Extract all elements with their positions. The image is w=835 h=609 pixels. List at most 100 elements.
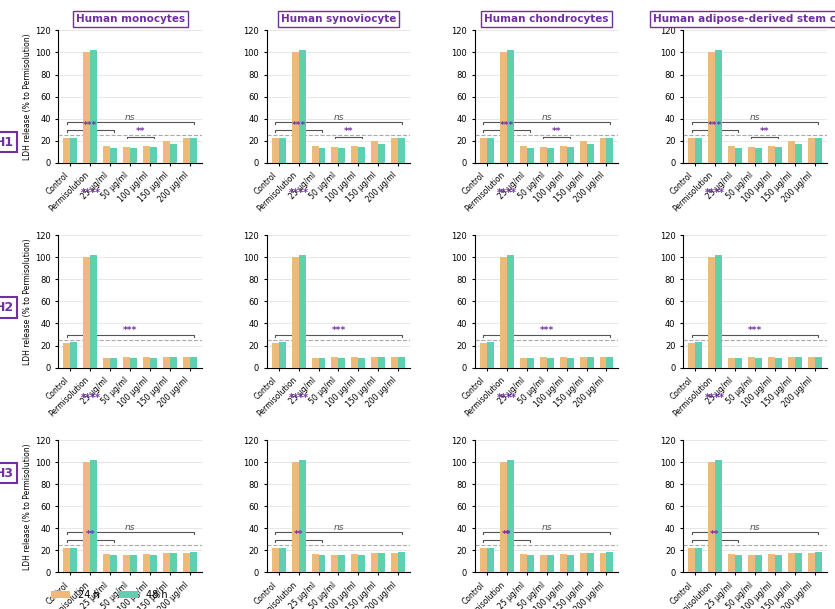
- Bar: [291, 52, 299, 163]
- Bar: [163, 356, 170, 368]
- Bar: [487, 342, 493, 368]
- Y-axis label: LDH release (% to Permisolution): LDH release (% to Permisolution): [23, 238, 33, 365]
- Bar: [547, 149, 554, 163]
- Bar: [110, 555, 117, 572]
- Bar: [688, 548, 695, 572]
- Bar: [519, 146, 527, 163]
- Bar: [715, 460, 722, 572]
- Bar: [787, 552, 795, 572]
- Bar: [338, 555, 346, 572]
- Bar: [775, 555, 782, 572]
- Bar: [735, 357, 741, 368]
- Bar: [695, 138, 702, 163]
- Bar: [748, 555, 755, 572]
- Bar: [352, 554, 358, 572]
- Bar: [559, 554, 567, 572]
- Text: ****: ****: [705, 188, 725, 198]
- Text: ***: ***: [539, 325, 554, 334]
- Text: ns: ns: [750, 113, 760, 122]
- Bar: [755, 357, 762, 368]
- Bar: [311, 146, 318, 163]
- Bar: [63, 343, 70, 368]
- Bar: [807, 552, 815, 572]
- Bar: [487, 138, 493, 163]
- Bar: [539, 147, 547, 163]
- Bar: [579, 552, 586, 572]
- Bar: [70, 138, 78, 163]
- Text: ****: ****: [497, 188, 517, 198]
- Bar: [124, 147, 130, 163]
- Bar: [150, 357, 157, 368]
- Bar: [815, 552, 822, 572]
- Text: **: **: [760, 127, 770, 136]
- Text: ns: ns: [333, 113, 344, 122]
- Bar: [768, 554, 775, 572]
- Bar: [775, 147, 782, 163]
- Bar: [130, 149, 137, 163]
- Y-axis label: LDH release (% to Permisolution): LDH release (% to Permisolution): [23, 33, 33, 160]
- Bar: [500, 52, 507, 163]
- Bar: [579, 356, 586, 368]
- Bar: [507, 460, 514, 572]
- Bar: [547, 357, 554, 368]
- Bar: [795, 144, 802, 163]
- Bar: [63, 548, 70, 572]
- Bar: [768, 146, 775, 163]
- Bar: [124, 356, 130, 368]
- Bar: [715, 255, 722, 368]
- Bar: [279, 548, 286, 572]
- Text: **: **: [294, 530, 303, 540]
- Bar: [124, 555, 130, 572]
- Bar: [311, 357, 318, 368]
- Text: H3: H3: [0, 466, 13, 479]
- Bar: [358, 357, 366, 368]
- Bar: [507, 255, 514, 368]
- Bar: [271, 548, 279, 572]
- Title: Human monocytes: Human monocytes: [76, 14, 185, 24]
- Bar: [378, 552, 385, 572]
- Bar: [84, 52, 90, 163]
- Bar: [378, 356, 385, 368]
- Bar: [787, 141, 795, 163]
- Bar: [104, 146, 110, 163]
- Bar: [372, 356, 378, 368]
- Text: ****: ****: [80, 188, 100, 198]
- Bar: [728, 146, 735, 163]
- Bar: [567, 357, 574, 368]
- Bar: [606, 552, 614, 572]
- Bar: [815, 356, 822, 368]
- Bar: [715, 51, 722, 163]
- Bar: [748, 147, 755, 163]
- Text: ***: ***: [708, 121, 722, 130]
- Text: ****: ****: [80, 393, 100, 403]
- Text: **: **: [344, 127, 353, 136]
- Bar: [527, 149, 534, 163]
- Text: ****: ****: [289, 393, 309, 403]
- Bar: [606, 356, 614, 368]
- Text: ns: ns: [333, 523, 344, 532]
- Text: ns: ns: [750, 523, 760, 532]
- Bar: [695, 548, 702, 572]
- Bar: [311, 554, 318, 572]
- Text: ns: ns: [541, 523, 552, 532]
- Text: ****: ****: [705, 393, 725, 403]
- Bar: [735, 555, 741, 572]
- Text: *: *: [504, 530, 509, 540]
- Bar: [170, 552, 177, 572]
- Bar: [84, 258, 90, 368]
- Bar: [144, 146, 150, 163]
- Text: ***: ***: [331, 325, 346, 334]
- Bar: [600, 356, 606, 368]
- Bar: [807, 138, 815, 163]
- Bar: [586, 552, 594, 572]
- Bar: [480, 138, 487, 163]
- Bar: [338, 357, 346, 368]
- Bar: [539, 356, 547, 368]
- Bar: [190, 552, 197, 572]
- Bar: [352, 146, 358, 163]
- Bar: [110, 357, 117, 368]
- Bar: [144, 554, 150, 572]
- Bar: [338, 149, 346, 163]
- Bar: [480, 343, 487, 368]
- Bar: [768, 356, 775, 368]
